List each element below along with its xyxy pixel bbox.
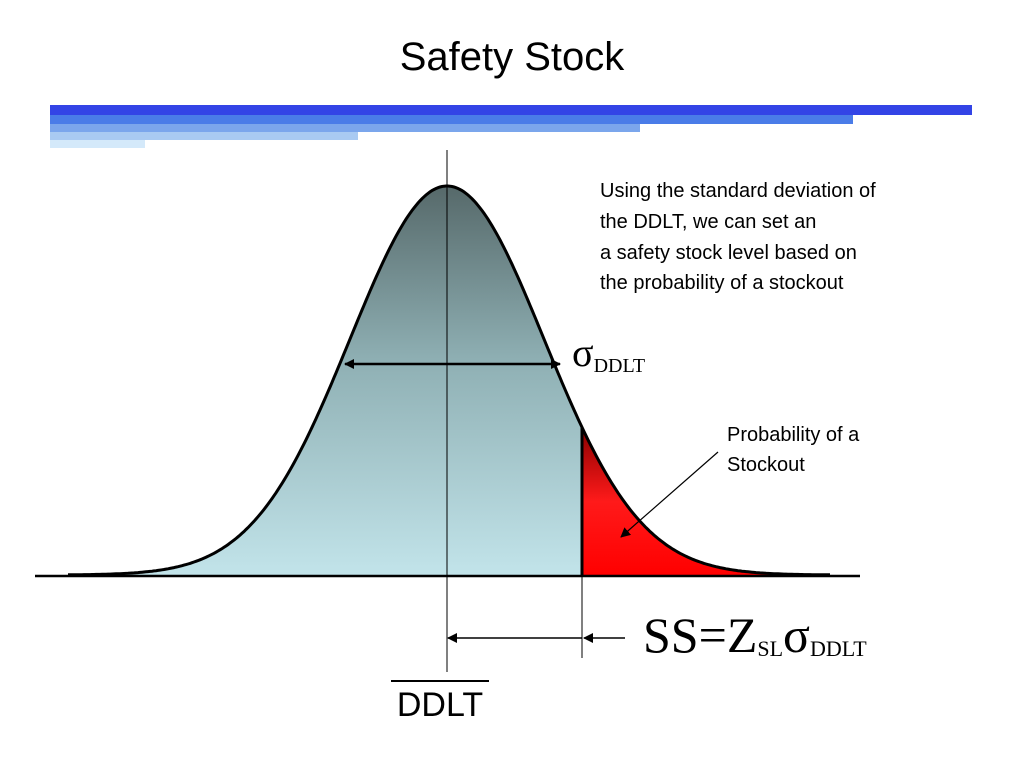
formula-lhs: SS=Z (643, 607, 757, 663)
stripe (50, 140, 145, 148)
curve-outline (68, 184, 830, 577)
stockout-label: Probability of a Stockout (727, 424, 865, 476)
formula: SS=ZSLσDDLT (643, 607, 867, 663)
stockout-area (582, 427, 830, 576)
stripe (50, 115, 853, 124)
sigma-symbol: σ (572, 330, 594, 375)
stockout-line: Stockout (727, 454, 805, 476)
formula-sigma: σ (783, 607, 810, 663)
pointer-arrow (620, 451, 719, 538)
stripe (50, 105, 972, 115)
distribution (68, 184, 830, 577)
description-line: Using the standard deviation of (600, 180, 876, 202)
description-line: the probability of a stockout (600, 272, 844, 294)
sigma-subscript: DDLT (594, 355, 645, 377)
stripe (50, 132, 358, 140)
stripe (50, 124, 640, 132)
formula-sigma-subscript: DDLT (810, 636, 867, 661)
curve-body (68, 186, 582, 576)
mean-label: DDLT (397, 686, 483, 724)
description-line: the DDLT, we can set an (600, 211, 816, 233)
sigma-label: σDDLT (572, 330, 645, 377)
description-line: a safety stock level based on (600, 242, 857, 264)
description: Using the standard deviation of the DDLT… (600, 180, 881, 294)
header-stripes (50, 105, 972, 148)
formula-z-subscript: SL (757, 636, 783, 661)
stockout-line: Probability of a (727, 424, 860, 446)
title: Safety Stock (400, 35, 626, 79)
